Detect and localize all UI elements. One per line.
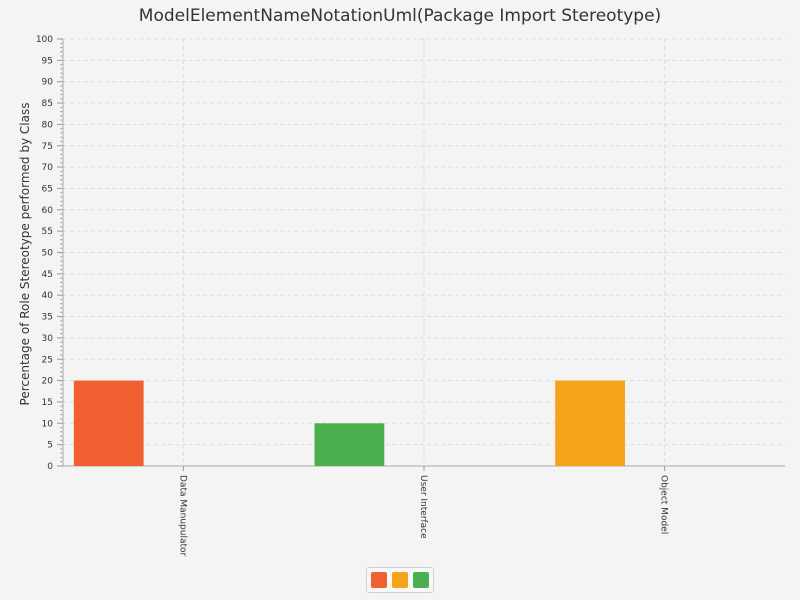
y-tick-label: 75 — [42, 142, 53, 152]
y-tick-label: 90 — [42, 78, 54, 88]
y-tick-label: 25 — [42, 355, 53, 365]
legend — [366, 567, 434, 593]
y-tick-label: 65 — [42, 184, 53, 194]
y-tick-label: 50 — [42, 249, 54, 259]
y-tick-label: 30 — [42, 334, 54, 344]
bar-user-interface — [314, 423, 385, 466]
bar-object-model — [555, 380, 625, 466]
x-tick-label: Object Model — [659, 475, 669, 534]
y-tick-label: 10 — [42, 419, 54, 429]
y-tick-label: 85 — [42, 99, 53, 109]
y-tick-label: 5 — [47, 441, 53, 451]
y-tick-label: 70 — [42, 163, 54, 173]
y-tick-label: 60 — [42, 206, 54, 216]
y-tick-label: 55 — [42, 227, 53, 237]
x-tick-label: Data Manupulator — [177, 475, 187, 557]
x-tick-label: User Interface — [418, 475, 428, 539]
y-tick-label: 40 — [42, 291, 54, 301]
legend-swatch — [371, 572, 387, 588]
chart-title: ModelElementNameNotationUml(Package Impo… — [138, 6, 662, 26]
y-tick-label: 0 — [47, 462, 53, 472]
legend-swatch — [392, 572, 408, 588]
y-tick-label: 35 — [42, 313, 53, 323]
y-tick-label: 80 — [42, 120, 54, 130]
bar-data-manupulator — [73, 380, 144, 466]
y-tick-label: 20 — [42, 377, 54, 387]
y-tick-label: 100 — [36, 35, 53, 45]
y-tick-label: 45 — [42, 270, 53, 280]
legend-swatch — [413, 572, 429, 588]
y-tick-label: 15 — [42, 398, 53, 408]
y-tick-label: 95 — [42, 56, 53, 66]
